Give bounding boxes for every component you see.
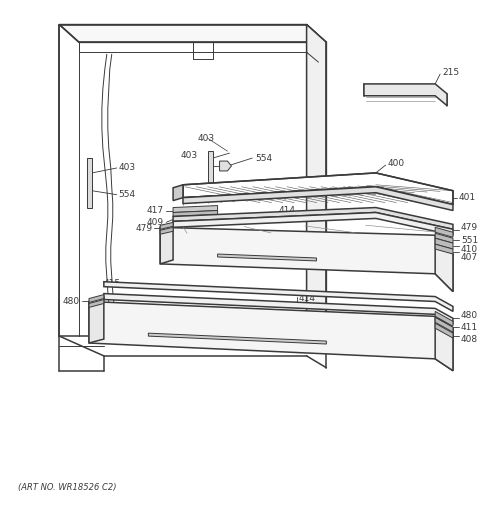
Polygon shape bbox=[160, 227, 173, 234]
Polygon shape bbox=[435, 233, 453, 243]
Text: 479: 479 bbox=[135, 224, 152, 233]
Polygon shape bbox=[208, 151, 213, 201]
Polygon shape bbox=[435, 235, 453, 292]
Polygon shape bbox=[173, 185, 183, 201]
Text: 410: 410 bbox=[461, 245, 478, 253]
Text: 407: 407 bbox=[461, 253, 478, 263]
Polygon shape bbox=[435, 311, 453, 326]
Text: 480: 480 bbox=[63, 297, 80, 306]
Text: 414: 414 bbox=[299, 294, 316, 303]
Polygon shape bbox=[160, 222, 173, 229]
Polygon shape bbox=[160, 227, 453, 292]
Polygon shape bbox=[89, 296, 104, 343]
Polygon shape bbox=[173, 212, 453, 235]
Text: 415: 415 bbox=[104, 279, 120, 288]
Polygon shape bbox=[173, 210, 217, 217]
Text: 400: 400 bbox=[388, 159, 405, 167]
Polygon shape bbox=[148, 333, 326, 344]
Polygon shape bbox=[89, 302, 453, 371]
Polygon shape bbox=[435, 244, 453, 254]
Text: 417: 417 bbox=[147, 206, 164, 215]
Text: 401: 401 bbox=[459, 193, 476, 202]
Text: 403: 403 bbox=[198, 134, 215, 143]
Text: 403: 403 bbox=[119, 163, 136, 173]
Polygon shape bbox=[183, 173, 453, 205]
Polygon shape bbox=[217, 254, 316, 261]
Polygon shape bbox=[89, 300, 104, 307]
Text: 554: 554 bbox=[255, 154, 272, 163]
Text: (ART NO. WR18526 C2): (ART NO. WR18526 C2) bbox=[18, 483, 116, 492]
Polygon shape bbox=[183, 187, 453, 210]
Polygon shape bbox=[307, 25, 326, 331]
Polygon shape bbox=[364, 84, 447, 105]
Polygon shape bbox=[89, 294, 104, 303]
Text: 409: 409 bbox=[147, 218, 164, 227]
Text: 551: 551 bbox=[461, 236, 478, 245]
Text: 403: 403 bbox=[180, 151, 198, 160]
Polygon shape bbox=[60, 25, 326, 42]
Polygon shape bbox=[104, 282, 453, 311]
Text: 414: 414 bbox=[279, 206, 296, 215]
Polygon shape bbox=[173, 207, 453, 229]
Text: 215: 215 bbox=[442, 68, 459, 76]
Polygon shape bbox=[435, 323, 453, 338]
Polygon shape bbox=[435, 238, 453, 249]
Polygon shape bbox=[219, 161, 231, 171]
Text: 554: 554 bbox=[119, 190, 136, 199]
Polygon shape bbox=[173, 205, 217, 212]
Polygon shape bbox=[435, 317, 453, 332]
Polygon shape bbox=[104, 293, 453, 324]
Polygon shape bbox=[160, 223, 173, 264]
Text: 411: 411 bbox=[461, 323, 478, 332]
Text: 479: 479 bbox=[461, 223, 478, 232]
Polygon shape bbox=[435, 316, 453, 371]
Polygon shape bbox=[435, 227, 453, 237]
Text: 480: 480 bbox=[461, 311, 478, 320]
Polygon shape bbox=[87, 158, 92, 207]
Text: 408: 408 bbox=[461, 334, 478, 344]
